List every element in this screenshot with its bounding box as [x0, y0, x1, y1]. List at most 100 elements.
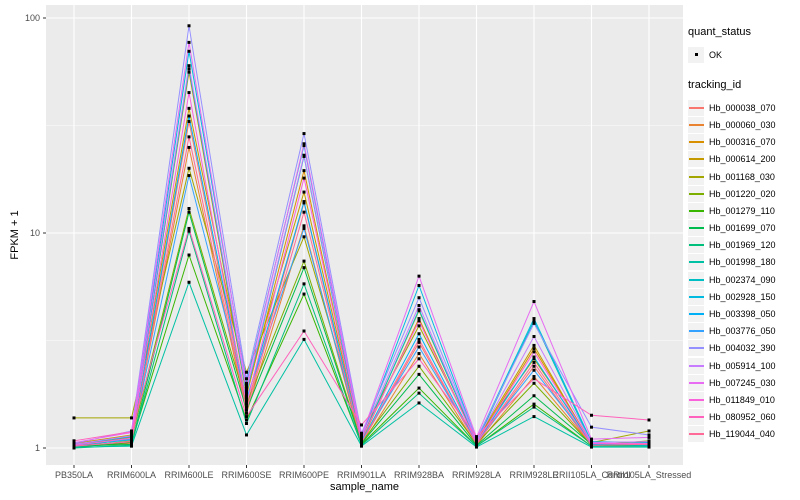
x-tick-label: RRIM928BA	[394, 470, 444, 480]
data-point	[187, 40, 191, 44]
data-point	[417, 364, 421, 368]
legend-entry: Hb_000614_200	[688, 151, 798, 168]
legend-label: Hb_001220_020	[709, 188, 776, 199]
legend-line-icon	[688, 123, 704, 126]
data-point	[72, 441, 76, 445]
legend-line-icon	[688, 278, 704, 281]
data-point	[130, 430, 133, 434]
legend-label: Hb_002374_090	[709, 274, 776, 285]
legend-label: Hb_002928_150	[709, 291, 776, 302]
legend-entry: Hb_001220_020	[688, 185, 798, 202]
legend-label: Hb_000038_070	[709, 102, 776, 113]
legend-entry: Hb_001699_070	[688, 220, 798, 237]
data-point	[245, 408, 248, 412]
data-point	[647, 433, 651, 437]
data-point	[417, 274, 421, 278]
legend-label: Hb_001168_030	[709, 171, 775, 182]
data-point	[532, 381, 536, 385]
data-point	[187, 226, 191, 230]
data-point	[130, 416, 133, 420]
data-point	[590, 437, 593, 441]
legend-key-box	[688, 288, 704, 305]
legend-key-box	[688, 391, 704, 408]
data-point	[245, 391, 248, 395]
x-tick-label: RRII105LA_Control	[552, 470, 630, 480]
legend-entry: Hb_002928_150	[688, 288, 798, 305]
data-point	[187, 174, 191, 178]
data-point	[417, 352, 421, 356]
legend-label: Hb_119044_040	[709, 429, 775, 440]
data-point	[532, 319, 536, 323]
data-point	[532, 405, 536, 409]
legend-key-box	[688, 151, 704, 168]
legend-label: OK	[709, 49, 723, 60]
data-point	[475, 442, 478, 446]
legend-entry: Hb_007245_030	[688, 374, 798, 391]
data-point	[532, 360, 536, 364]
legend-line-icon	[688, 106, 704, 109]
legend-label: Hb_001279_110	[709, 205, 775, 216]
legend-entry: Hb_002374_090	[688, 271, 798, 288]
legend-line-icon	[688, 347, 704, 350]
data-point	[475, 441, 478, 445]
legend-line-icon	[688, 227, 704, 230]
data-point	[647, 440, 651, 444]
x-tick-label: RRIM928LE	[509, 470, 558, 480]
data-point	[360, 434, 363, 438]
legend-label: Hb_005914_100	[709, 360, 776, 371]
legend-line-icon	[688, 261, 704, 264]
data-point	[302, 329, 306, 333]
data-point	[302, 266, 306, 270]
data-point	[532, 335, 536, 339]
data-point	[417, 324, 421, 328]
legend-key-box	[688, 237, 704, 254]
data-point	[302, 169, 306, 173]
data-point	[130, 440, 133, 444]
data-point	[647, 418, 651, 422]
legend-line-icon	[688, 398, 704, 401]
data-point	[532, 377, 536, 381]
legend-key-box	[688, 323, 704, 340]
legend-label: Hb_000614_200	[709, 154, 776, 165]
data-point	[130, 436, 133, 440]
x-axis-title: sample_name	[329, 481, 400, 493]
data-point	[532, 402, 536, 406]
legend-label: Hb_011849_010	[709, 394, 775, 405]
legend-entry: Hb_001279_110	[688, 202, 798, 219]
legend-entry: Hb_119044_040	[688, 426, 798, 443]
data-point	[532, 355, 536, 359]
data-point	[647, 435, 651, 439]
data-point	[245, 386, 248, 390]
data-point	[187, 24, 191, 28]
data-point	[417, 308, 421, 312]
data-point	[245, 399, 248, 403]
data-point	[302, 210, 306, 214]
x-tick-label: RRIM600LE	[164, 470, 213, 480]
data-point	[532, 364, 536, 368]
data-point	[187, 207, 191, 211]
x-tick-label: RRIM600PE	[279, 470, 329, 480]
data-point	[187, 280, 191, 284]
legend-entry: Hb_001969_120	[688, 237, 798, 254]
data-point	[417, 357, 421, 361]
legend-label: Hb_003398_050	[709, 309, 776, 320]
data-point	[187, 70, 191, 74]
legend-line-icon	[688, 313, 704, 316]
legend-key-box	[688, 426, 704, 443]
legend-line-icon	[688, 364, 704, 367]
data-point	[245, 411, 248, 415]
legend-line-icon	[688, 433, 704, 436]
data-point	[302, 132, 306, 136]
data-point	[532, 317, 536, 321]
legend-key-box	[688, 116, 704, 133]
data-point	[532, 321, 536, 325]
data-point	[245, 415, 248, 419]
data-point	[245, 370, 248, 374]
data-point	[417, 317, 421, 321]
legend-line-icon	[688, 244, 704, 247]
legend-entry: Hb_011849_010	[688, 391, 798, 408]
legend-line-icon	[688, 381, 704, 384]
data-point	[187, 135, 191, 139]
data-point	[590, 445, 593, 449]
